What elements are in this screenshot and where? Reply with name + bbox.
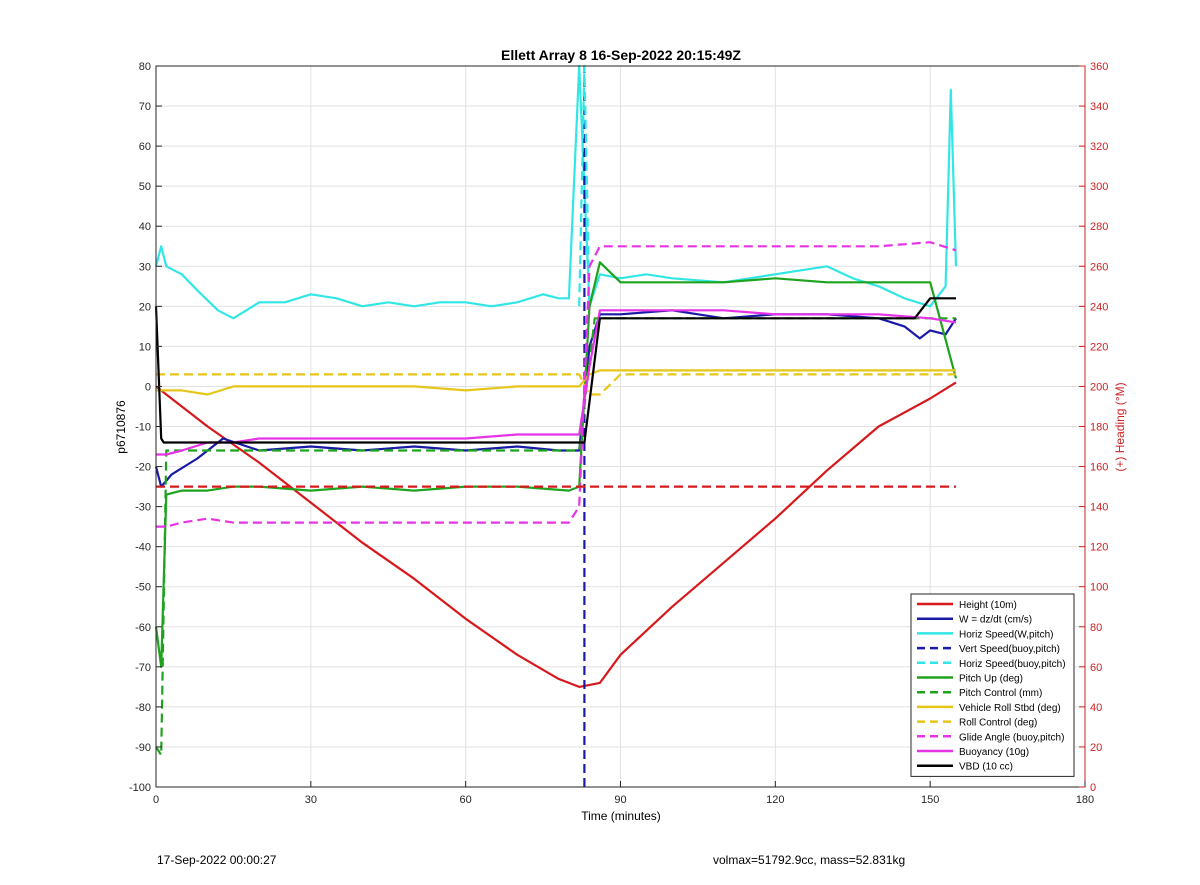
chart-title: Ellett Array 8 16-Sep-2022 20:15:49Z — [501, 47, 741, 63]
y2-tick-label: 80 — [1090, 622, 1102, 634]
y2-tick-label: 140 — [1090, 502, 1108, 514]
legend-label: Vert Speed(buoy,pitch) — [959, 644, 1060, 655]
legend-box — [910, 593, 1075, 777]
y2-tick-label: 360 — [1090, 61, 1108, 73]
y2-tick-label: 120 — [1090, 542, 1108, 554]
x-tick-label: 90 — [614, 794, 626, 806]
series-layer — [154, 64, 958, 787]
y-tick-label: -20 — [135, 462, 151, 474]
y-tick-label: -60 — [135, 622, 151, 634]
y2-tick-label: 160 — [1090, 462, 1108, 474]
y2-axis-label: (+) Heading (°M) — [1113, 382, 1127, 471]
x-tick-label: 120 — [766, 794, 784, 806]
y-tick-label: 40 — [139, 221, 151, 233]
y-tick-label: 0 — [145, 381, 151, 393]
legend-label: Vehicle Roll Stbd (deg) — [959, 703, 1061, 714]
y2-tick-label: 60 — [1090, 662, 1102, 674]
legend-label: Pitch Control (mm) — [959, 688, 1042, 699]
y-tick-label: -80 — [135, 702, 151, 714]
legend-label: Buoyancy (10g) — [959, 747, 1029, 758]
y-tick-label: 30 — [139, 261, 151, 273]
y2-tick-label: 0 — [1090, 782, 1096, 794]
series-line-9 — [156, 241, 957, 528]
legend-label: Pitch Up (deg) — [959, 674, 1023, 685]
y-tick-label: 70 — [139, 101, 151, 113]
x-axis-label: Time (minutes) — [581, 809, 661, 823]
series-line-7 — [156, 369, 956, 396]
legend-label: VBD (10 cc) — [959, 762, 1013, 773]
legend-label: W = dz/dt (cm/s) — [959, 615, 1032, 626]
x-tick-label: 30 — [305, 794, 317, 806]
y-tick-label: 80 — [139, 61, 151, 73]
series-line-8 — [156, 373, 956, 396]
series-line-2 — [154, 64, 958, 320]
y-tick-label: -50 — [135, 582, 151, 594]
x-tick-label: 180 — [1076, 794, 1094, 806]
series-line-11 — [154, 297, 956, 444]
y-tick-label: 50 — [139, 181, 151, 193]
x-tick-label: 150 — [921, 794, 939, 806]
y2-tick-label: 240 — [1090, 301, 1108, 313]
series-line-0 — [155, 381, 957, 689]
footer-info: volmax=51792.9cc, mass=52.831kg — [713, 853, 906, 867]
footer-date: 17-Sep-2022 00:00:27 — [157, 853, 277, 867]
legend-label: Horiz Speed(W,pitch) — [959, 629, 1053, 640]
y-tick-label: -90 — [135, 742, 151, 754]
y2-tick-label: 280 — [1090, 221, 1108, 233]
y-tick-label: 60 — [139, 141, 151, 153]
y2-tick-label: 220 — [1090, 341, 1108, 353]
legend-label: Roll Control (deg) — [959, 718, 1037, 729]
legend-label: Height (10m) — [959, 600, 1017, 611]
y2-tick-label: 20 — [1090, 742, 1102, 754]
y-axis-label: p6710876 — [114, 400, 128, 454]
y2-tick-label: 100 — [1090, 582, 1108, 594]
y-tick-label: -30 — [135, 502, 151, 514]
x-tick-label: 0 — [153, 794, 159, 806]
y2-tick-label: 260 — [1090, 261, 1108, 273]
series-line-5 — [154, 261, 958, 668]
legend-label: Horiz Speed(buoy,pitch) — [959, 659, 1066, 670]
axes: 0 30 60 90 120 150 180-100-90-80-70-60-50-40-3… — [129, 61, 1108, 806]
y2-tick-label: 40 — [1090, 702, 1102, 714]
x-tick-label: 60 — [460, 794, 472, 806]
legend: Height (10m) W = dz/dt (cm/s) Horiz Speed(… — [910, 593, 1075, 777]
y2-tick-label: 320 — [1090, 141, 1108, 153]
y2-tick-label: 200 — [1090, 381, 1108, 393]
y-tick-label: 20 — [139, 301, 151, 313]
y2-tick-label: 340 — [1090, 101, 1108, 113]
legend-label: Glide Angle (buoy,pitch) — [959, 732, 1064, 743]
y-tick-label: 10 — [139, 341, 151, 353]
y-tick-label: -100 — [129, 782, 151, 794]
y-tick-label: -70 — [135, 662, 151, 674]
y2-tick-label: 300 — [1090, 181, 1108, 193]
y-tick-label: -40 — [135, 542, 151, 554]
y-tick-label: -10 — [135, 422, 151, 434]
y2-tick-label: 180 — [1090, 422, 1108, 434]
